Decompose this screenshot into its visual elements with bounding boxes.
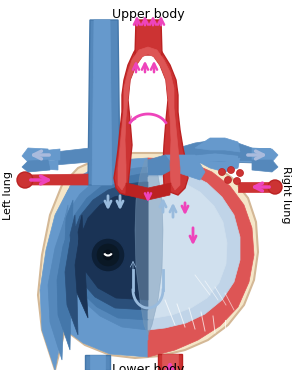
Polygon shape <box>178 148 255 168</box>
Text: Left lung: Left lung <box>3 171 13 219</box>
Polygon shape <box>114 40 188 195</box>
Polygon shape <box>148 177 227 319</box>
Polygon shape <box>252 148 278 162</box>
Circle shape <box>227 166 235 174</box>
Polygon shape <box>40 158 148 370</box>
Text: Lower body: Lower body <box>112 363 184 370</box>
Polygon shape <box>252 160 278 172</box>
Polygon shape <box>148 155 175 175</box>
Polygon shape <box>238 148 270 160</box>
Polygon shape <box>90 355 105 370</box>
Polygon shape <box>158 354 182 370</box>
Circle shape <box>103 250 113 260</box>
Polygon shape <box>55 148 90 165</box>
Polygon shape <box>195 138 240 152</box>
Polygon shape <box>165 155 205 180</box>
Polygon shape <box>28 174 88 185</box>
Polygon shape <box>57 173 148 350</box>
Polygon shape <box>48 167 148 360</box>
Polygon shape <box>65 182 148 335</box>
Polygon shape <box>43 160 148 365</box>
Circle shape <box>234 178 240 185</box>
Polygon shape <box>162 354 178 370</box>
Polygon shape <box>118 47 180 190</box>
Circle shape <box>237 169 243 176</box>
Polygon shape <box>92 20 112 185</box>
Polygon shape <box>135 160 163 335</box>
Polygon shape <box>148 167 240 330</box>
Polygon shape <box>178 140 255 158</box>
Polygon shape <box>238 182 272 192</box>
Text: Upper body: Upper body <box>112 8 184 21</box>
Polygon shape <box>30 160 58 170</box>
Circle shape <box>97 244 119 266</box>
Text: Right lung: Right lung <box>281 166 291 224</box>
Polygon shape <box>148 158 254 357</box>
Polygon shape <box>126 183 171 200</box>
Polygon shape <box>135 20 162 55</box>
Polygon shape <box>85 355 110 370</box>
Circle shape <box>91 238 125 272</box>
Circle shape <box>224 176 232 184</box>
Polygon shape <box>30 149 60 160</box>
Circle shape <box>17 172 33 188</box>
Circle shape <box>268 180 282 194</box>
Polygon shape <box>88 20 120 185</box>
Polygon shape <box>75 192 148 318</box>
Polygon shape <box>38 153 258 370</box>
Polygon shape <box>195 158 240 172</box>
Circle shape <box>219 168 225 175</box>
Polygon shape <box>22 160 50 172</box>
Polygon shape <box>22 148 50 162</box>
